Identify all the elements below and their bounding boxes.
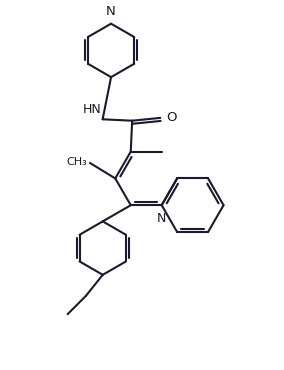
Text: N: N <box>106 5 116 18</box>
Text: HN: HN <box>82 104 101 117</box>
Text: CH₃: CH₃ <box>66 157 87 166</box>
Text: N: N <box>157 212 166 225</box>
Text: O: O <box>166 111 176 124</box>
